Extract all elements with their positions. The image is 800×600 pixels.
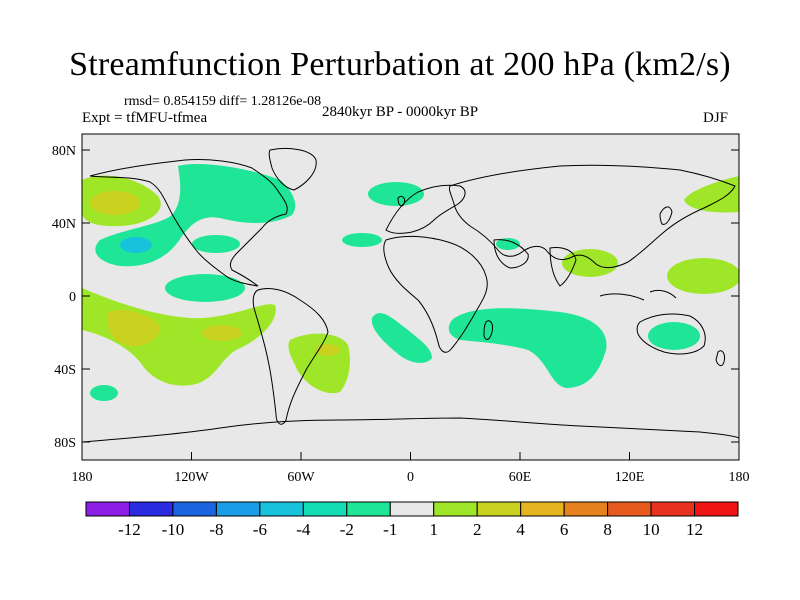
coast-north-america (89, 159, 288, 287)
colorbar-label: 1 (429, 520, 438, 539)
coastlines (82, 147, 739, 443)
colorbar-label: -4 (296, 520, 311, 539)
contour-south-pacific-core (106, 309, 161, 347)
colorbar-label: 6 (560, 520, 569, 539)
contour-north-pacific-core (90, 191, 140, 215)
stats-label: rmsd= 0.854159 diff= 1.28126e-08 (124, 94, 322, 109)
colorbar-swatch (346, 501, 391, 517)
coast-india (549, 247, 577, 287)
colorbar-swatch (694, 501, 739, 517)
coast-uk (397, 195, 405, 207)
coast-south-america (252, 287, 329, 425)
colorbar-label: 8 (603, 520, 612, 539)
colorbar-label: -12 (118, 520, 141, 539)
contour-south-atlantic-core (316, 344, 340, 356)
contour-mid-atlantic-negative (342, 233, 382, 247)
coast-arabia (493, 239, 529, 269)
colorbar-label: -8 (209, 520, 223, 539)
y-tick-label: 0 (69, 290, 76, 305)
period-label: 2840kyr BP - 0000kyr BP (322, 104, 479, 120)
colorbar-swatch (650, 501, 696, 517)
contour-atlantic-negative (192, 235, 240, 253)
colorbar-label: -6 (253, 520, 267, 539)
contour-middle-east-negative (496, 238, 520, 250)
x-tick-label: 0 (407, 470, 414, 485)
coast-asia (449, 164, 736, 269)
map-title: Streamfunction Perturbation at 200 hPa (… (69, 46, 731, 83)
colorbar-swatch (172, 501, 217, 517)
contour-indian-ocean-negative (448, 308, 607, 388)
y-tick-label: 40N (52, 217, 76, 232)
colorbar-swatch (389, 501, 435, 517)
coast-greenland (268, 147, 317, 191)
colorbar-label: 4 (516, 520, 525, 539)
colorbar: -12 -10 -8 -6 -4 -2 -1 1 2 4 6 8 10 12 (85, 501, 739, 539)
axis-ticks (81, 149, 740, 460)
contour-south-atlantic-negative (371, 313, 432, 363)
coast-africa (383, 235, 488, 353)
coast-japan (659, 206, 673, 225)
colorbar-swatch (85, 501, 130, 517)
contour-west-pacific-positive (684, 176, 739, 213)
contour-south-pacific-small (90, 385, 118, 401)
coast-australia (636, 313, 706, 355)
x-tick-label: 120W (174, 470, 209, 485)
contour-europe-negative (368, 182, 424, 206)
x-tick-labels: 180 120W 60W 0 60E 120E 180 (72, 470, 750, 485)
colorbar-label: -2 (340, 520, 354, 539)
contour-tropical-pacific-negative (165, 274, 245, 302)
coast-madagascar (483, 320, 493, 340)
colorbar-swatch (520, 501, 565, 517)
x-tick-label: 180 (72, 470, 93, 485)
colorbar-label: -10 (162, 520, 185, 539)
contour-west-pacific-tropics-positive (667, 258, 739, 294)
colorbar-swatch (259, 501, 304, 517)
y-tick-labels: 80N 40N 0 40S 80S (52, 144, 76, 451)
colorbar-label: 12 (686, 520, 703, 539)
x-tick-label: 180 (729, 470, 750, 485)
coast-new-zealand (715, 350, 725, 367)
colorbar-swatch (215, 501, 261, 517)
contour-australia-negative (648, 322, 700, 350)
x-tick-label: 60E (509, 470, 532, 485)
x-tick-label: 120E (615, 470, 645, 485)
colorbar-swatch (128, 501, 174, 517)
coast-europe (385, 184, 466, 234)
coast-antarctica (82, 417, 739, 443)
x-tick-label: 60W (287, 470, 315, 485)
colorbar-label: 10 (643, 520, 660, 539)
contour-fields (82, 147, 739, 443)
colorbar-swatch (563, 501, 609, 517)
colorbar-swatch (433, 501, 478, 517)
season-label: DJF (702, 110, 728, 126)
contour-south-pacific-core-east (202, 325, 242, 341)
colorbar-swatch (476, 501, 522, 517)
colorbar-label: 2 (473, 520, 482, 539)
coast-indonesia (599, 289, 677, 301)
y-tick-label: 40S (54, 363, 76, 378)
experiment-label: Expt = tfMFU-tfmea (82, 110, 208, 126)
colorbar-label: -1 (383, 520, 397, 539)
contour-pacific-negative-core (120, 237, 152, 253)
colorbar-swatch (607, 501, 652, 517)
y-tick-label: 80S (54, 436, 76, 451)
y-tick-label: 80N (52, 144, 76, 159)
colorbar-swatch (302, 501, 348, 517)
